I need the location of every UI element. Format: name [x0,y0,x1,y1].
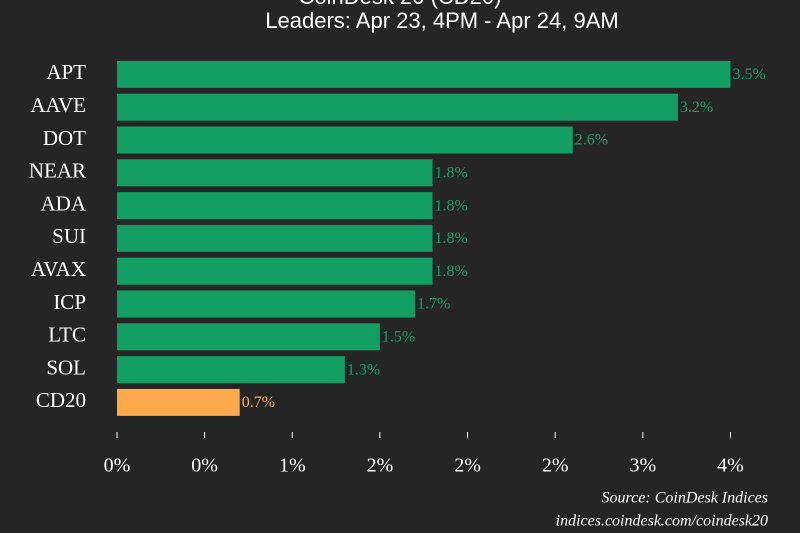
x-tick-label: 0% [191,455,218,477]
value-label: 1.5% [382,328,415,345]
y-tick-label: SUI [52,224,86,248]
value-label: 1.8% [435,197,468,214]
x-tick-label: 1% [279,455,306,477]
value-label: 2.6% [575,132,608,149]
source-url: indices.coindesk.com/coindesk20 [556,513,768,530]
y-tick-label: NEAR [29,159,86,183]
bar [117,93,678,121]
value-label: 1.8% [435,164,468,181]
y-tick-label: ICP [53,290,86,314]
value-label: 0.7% [242,394,275,411]
y-tick-label: ADA [41,191,87,215]
bar [117,126,573,154]
y-tick-label: LTC [48,323,86,347]
bar [117,388,240,416]
value-label: 1.7% [417,296,450,313]
value-label: 1.3% [347,361,380,378]
x-tick-label: 0% [104,455,131,477]
value-label: 1.8% [435,230,468,247]
x-tick-label: 3% [629,455,656,477]
chart-subtitle: Leaders: Apr 23, 4PM - Apr 24, 9AM [265,8,618,33]
value-label: 3.2% [680,99,713,116]
bar [117,257,433,285]
y-tick-label: SOL [46,355,86,379]
chart-title: CoinDesk 20 (CD20) [299,0,502,9]
bar [117,192,433,220]
value-label: 3.5% [732,66,765,83]
y-tick-label: APT [46,60,86,84]
x-tick-label: 2% [367,455,394,477]
y-tick-label: AVAX [31,257,86,281]
bar [117,323,380,351]
bar [117,290,415,318]
source: Source: CoinDesk Indices [602,490,768,507]
x-tick-label: 4% [717,455,744,477]
y-tick-label: DOT [43,126,86,150]
bar [117,356,345,384]
x-tick-label: 2% [542,455,569,477]
x-tick-label: 2% [454,455,481,477]
y-tick-label: AAVE [30,93,86,117]
bar [117,159,433,187]
y-tick-label: CD20 [36,388,86,412]
bar [117,224,433,252]
bar [117,60,731,88]
value-label: 1.8% [435,263,468,280]
